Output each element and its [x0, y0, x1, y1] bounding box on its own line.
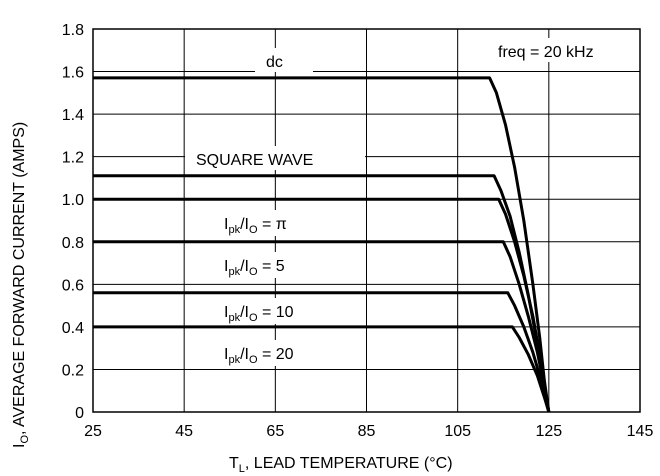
y-tick-label: 1.6 — [62, 65, 84, 82]
series-line-3 — [93, 240, 551, 413]
y-tick-label: 0.6 — [62, 277, 84, 294]
ratio-10-label: Ipk/IO = 10 — [224, 304, 294, 324]
series-line-0 — [93, 76, 551, 413]
pi-label-bg — [217, 210, 313, 236]
x-tick-label: 85 — [358, 423, 376, 440]
x-axis-label: TL, LEAD TEMPERATURE (°C) — [229, 455, 453, 475]
square-wave-label: SQUARE WAVE — [196, 152, 313, 169]
freq-note: freq = 20 kHz — [498, 44, 594, 61]
y-tick-label: 0.4 — [62, 320, 84, 337]
x-tick-labels: 25 45 65 85 105 125 145 — [84, 423, 653, 440]
y-tick-label: 1.4 — [62, 107, 84, 124]
ratio-5-label: Ipk/IO = 5 — [224, 258, 285, 278]
plot-frame — [92, 28, 641, 413]
grid-lines — [92, 28, 641, 413]
x-tick-label: 45 — [175, 423, 193, 440]
x-tick-label: 65 — [266, 423, 284, 440]
ten-label-bg — [217, 298, 321, 324]
y-tick-label: 0.2 — [62, 362, 84, 379]
y-tick-label: 0 — [75, 405, 84, 422]
ratio-20-label: Ipk/IO = 20 — [224, 346, 294, 366]
y-tick-label: 1.0 — [62, 192, 84, 209]
series-line-5 — [93, 325, 551, 413]
x-tick-label: 25 — [84, 423, 102, 440]
ratio-pi-label: Ipk/IO = π — [224, 216, 287, 236]
x-tick-label: 125 — [535, 423, 562, 440]
x-tick-label: 105 — [444, 423, 471, 440]
y-tick-labels: 0 0.2 0.4 0.6 0.8 1.0 1.2 1.4 1.6 1.8 — [62, 22, 84, 422]
y-tick-label: 1.8 — [62, 22, 84, 39]
square-label-bg — [185, 146, 365, 170]
y-axis-label: IO, AVERAGE FORWARD CURRENT (AMPS) — [11, 122, 31, 448]
x-tick-label: 145 — [627, 423, 654, 440]
y-tick-label: 0.8 — [62, 235, 84, 252]
y-tick-label: 1.2 — [62, 150, 84, 167]
dc-label-bg — [255, 48, 313, 72]
dc-label: dc — [266, 54, 283, 71]
twenty-label-bg — [217, 340, 321, 366]
curves — [93, 76, 551, 413]
five-label-bg — [217, 252, 313, 278]
freq-note-bg — [492, 38, 632, 62]
